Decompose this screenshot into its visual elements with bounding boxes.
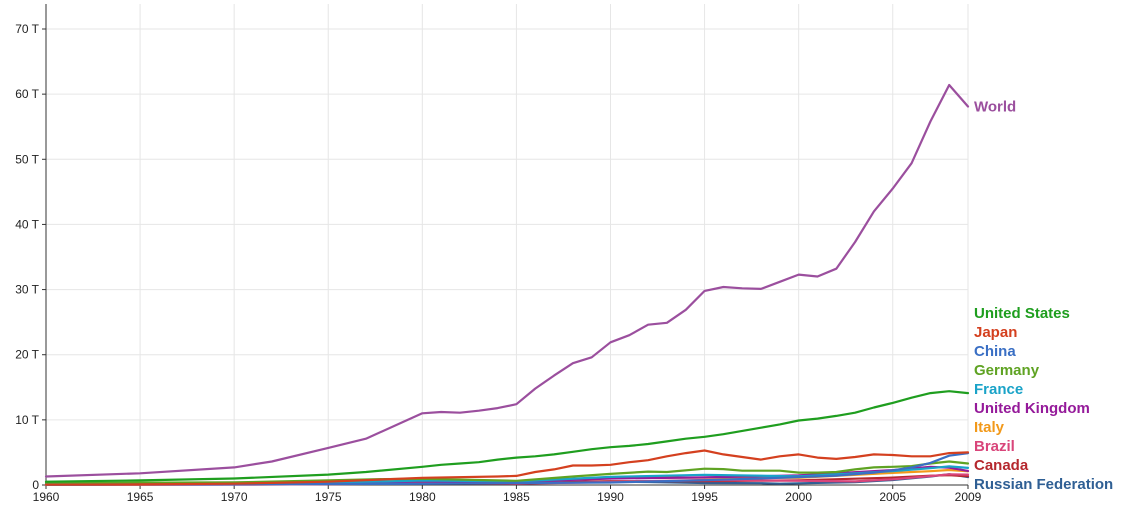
legend-label-france: France	[974, 381, 1023, 398]
x-tick-label: 2000	[785, 490, 812, 504]
y-tick-label: 20 T	[15, 348, 39, 362]
series-line-china	[44, 452, 970, 486]
series-line-united-states	[44, 390, 970, 483]
x-tick-label: 1990	[597, 490, 624, 504]
y-tick-label: 30 T	[15, 283, 39, 297]
legend: World United States Japan China Germany Franc…	[974, 99, 1113, 493]
series-line-world	[44, 83, 970, 478]
legend-label-japan: Japan	[974, 324, 1017, 341]
x-tick-label: 1960	[33, 490, 60, 504]
x-tick-label: 1965	[127, 490, 154, 504]
y-tick-label: 60 T	[15, 87, 39, 101]
x-tick-label: 2009	[955, 490, 982, 504]
legend-label-united-states: United States	[974, 305, 1070, 322]
y-tick-label: 0	[32, 478, 39, 492]
legend-label-united-kingdom: United Kingdom	[974, 400, 1090, 417]
legend-label-germany: Germany	[974, 362, 1040, 379]
x-tick-label: 1985	[503, 490, 530, 504]
y-tick-label: 10 T	[15, 413, 39, 427]
x-tick-label: 2005	[879, 490, 906, 504]
legend-label-russian-federation: Russian Federation	[974, 476, 1113, 493]
y-tick-label: 70 T	[15, 22, 39, 36]
y-tick-label: 50 T	[15, 152, 39, 166]
x-tick-label: 1970	[221, 490, 248, 504]
legend-label-world: World	[974, 99, 1016, 116]
x-tick-label: 1980	[409, 490, 436, 504]
legend-label-brazil: Brazil	[974, 438, 1015, 455]
x-tick-labels: 1960 1965 1970 1975 1980 1985 1990 1995 2000 2005…	[33, 485, 982, 504]
x-tick-label: 1995	[691, 490, 718, 504]
series-line-japan	[44, 449, 970, 486]
x-tick-label: 1975	[315, 490, 342, 504]
series-lines	[44, 83, 970, 486]
legend-label-canada: Canada	[974, 457, 1029, 474]
legend-label-italy: Italy	[974, 419, 1005, 436]
legend-label-china: China	[974, 343, 1016, 360]
grid-lines	[45, 4, 969, 486]
y-tick-label: 40 T	[15, 217, 39, 231]
y-tick-labels: 0 10 T 20 T 30 T 40 T 50 T 60 T 70 T	[15, 22, 46, 492]
